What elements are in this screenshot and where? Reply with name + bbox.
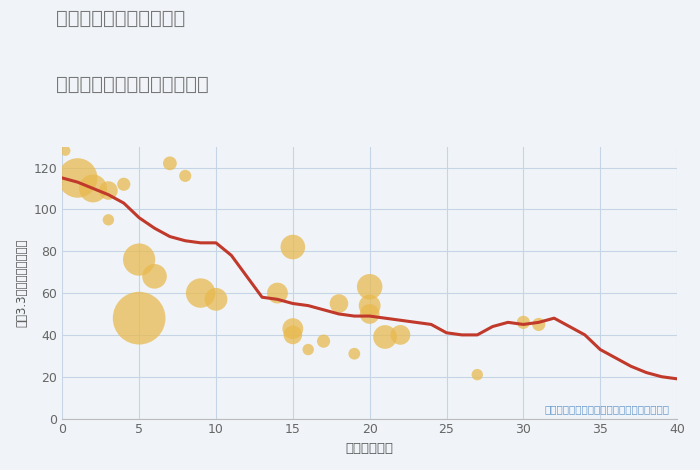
Point [180,172,191,180]
Point [211,296,222,303]
Point [364,283,375,290]
Point [518,319,529,326]
Point [272,290,283,297]
Point [164,160,176,167]
Point [118,180,130,188]
Point [88,185,99,192]
Point [349,350,360,358]
Point [195,290,206,297]
Point [103,216,114,224]
Point [318,337,329,345]
Y-axis label: 坪（3.3㎡）単価（万円）: 坪（3.3㎡）単価（万円） [15,238,28,327]
Point [287,325,298,332]
Point [287,331,298,339]
Point [103,187,114,194]
Point [134,256,145,263]
Point [395,331,406,339]
Point [287,243,298,251]
Point [472,371,483,378]
Point [364,302,375,309]
Text: 築年数別中古マンション価格: 築年数別中古マンション価格 [56,75,209,94]
Point [149,273,160,280]
Point [364,310,375,318]
Point [333,300,344,307]
Text: 愛知県稲沢市陸田宮前の: 愛知県稲沢市陸田宮前の [56,9,186,28]
Point [134,314,145,322]
Point [60,147,71,155]
Point [72,174,83,182]
Point [379,333,391,341]
Point [533,321,545,328]
Text: 円の大きさは、取引のあった物件面積を示す: 円の大きさは、取引のあった物件面積を示す [545,404,669,415]
X-axis label: 築年数（年）: 築年数（年） [346,442,393,455]
Point [302,346,314,353]
